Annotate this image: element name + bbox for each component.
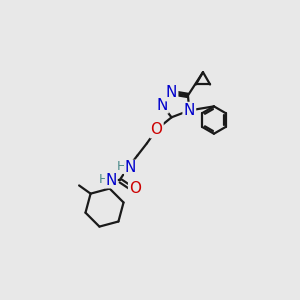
Text: N: N (166, 85, 177, 100)
Text: H: H (98, 172, 108, 186)
Text: H: H (117, 160, 126, 173)
Text: O: O (129, 181, 141, 196)
Text: N: N (156, 98, 168, 112)
Text: O: O (151, 122, 163, 137)
Text: N: N (106, 173, 117, 188)
Text: N: N (125, 160, 136, 175)
Text: N: N (184, 103, 195, 118)
